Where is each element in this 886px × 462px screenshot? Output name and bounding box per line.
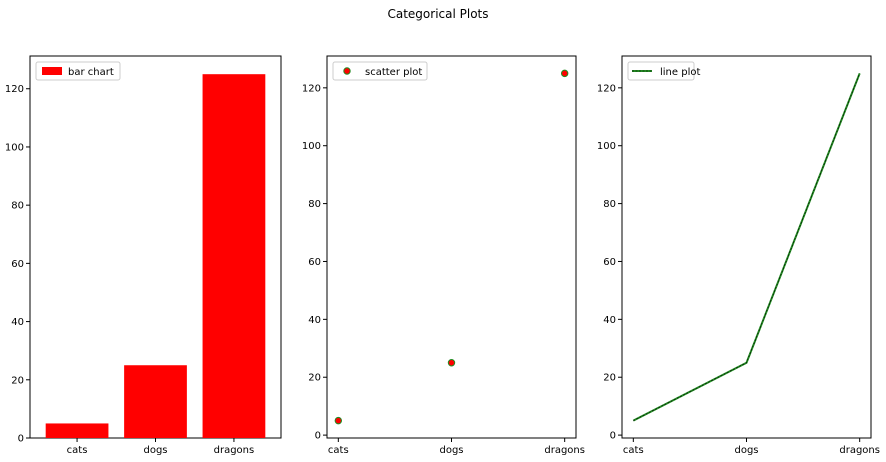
scatter-point-dogs [447,359,456,367]
bar-chart-legend-label: bar chart [68,67,114,78]
scatter-plot-xtick-label: dogs [439,445,463,456]
line-plot-ytick-label: 60 [603,257,616,268]
scatter-point-cats [334,416,343,425]
line-plot-plot-area [621,55,872,439]
scatter-plot-plot-area [326,55,577,439]
scatter-plot-ytick-label: 60 [308,257,321,268]
line-plot-ytick-label: 100 [597,141,616,152]
line-plot-xtick-label: cats [623,445,644,456]
bar-dogs [124,365,187,438]
line-plot-panel: 0 20 40 60 80 100 120 cats dogs dragons line plot [597,55,880,456]
bar-chart-ytick-label: 80 [11,201,24,212]
line-series-inner [633,73,860,421]
scatter-plot-ytick-label: 20 [308,373,321,384]
bar-chart-xtick-label: dogs [143,445,167,456]
scatter-plot-ytick-label: 0 [315,431,321,442]
scatter-plot-ytick-label: 100 [302,141,321,152]
line-plot-marks: 0 20 40 60 80 100 120 cats dogs dragons line plot [597,61,880,456]
bar-chart-legend-box [35,61,121,81]
scatter-plot-ytick-label: 40 [308,315,321,326]
bar-cats [45,423,109,438]
scatter-point-dragons [560,69,569,78]
bar-chart-ytick-label: 60 [11,259,24,270]
scatter-plot-legend-label: scatter plot [365,67,422,78]
line-plot-xtick-label: dogs [734,445,758,456]
line-plot-ytick-label: 0 [610,431,616,442]
scatter-plot-panel: 0 20 40 60 80 100 120 cats dogs dragons scatter pl… [302,55,585,456]
bar-chart-ytick-label: 40 [11,317,24,328]
bar-chart-panel: 0 20 40 60 80 100 120 cats dogs dragons bar chart [5,55,282,456]
line-plot-xtick-label: dragons [839,445,880,456]
bar-dragons [202,74,266,438]
scatter-plot-xtick-label: cats [328,445,349,456]
bar-chart-xtick-label: dragons [214,445,255,456]
line-plot-ytick-label: 80 [603,199,616,210]
bar-chart-ytick-label: 100 [5,142,24,153]
line-plot-legend-label: line plot [660,67,700,78]
bar-chart-xtick-label: cats [67,445,88,456]
line-plot-ytick-label: 120 [597,83,616,94]
scatter-plot-xtick-label: dragons [544,445,585,456]
line-series [632,72,861,422]
bar-chart-ytick-label: 20 [11,375,24,386]
scatter-plot-ytick-label: 80 [308,199,321,210]
scatter-plot-legend-box [332,61,428,81]
bar-chart-legend-swatch [42,67,62,75]
scatter-plot-legend-marker [343,67,351,75]
line-plot-legend-box [627,61,695,81]
figure-title: Categorical Plots [387,7,488,21]
scatter-plot-marks: 0 20 40 60 80 100 120 cats dogs dragons scatter pl… [302,61,585,456]
line-plot-ytick-label: 40 [603,315,616,326]
bar-chart-ytick-label: 120 [5,84,24,95]
scatter-plot-ytick-label: 120 [302,83,321,94]
bar-chart-ytick-label: 0 [18,434,24,445]
line-plot-ytick-label: 20 [603,373,616,384]
bar-chart-marks: 0 20 40 60 80 100 120 cats dogs dragons bar chart [5,61,266,456]
